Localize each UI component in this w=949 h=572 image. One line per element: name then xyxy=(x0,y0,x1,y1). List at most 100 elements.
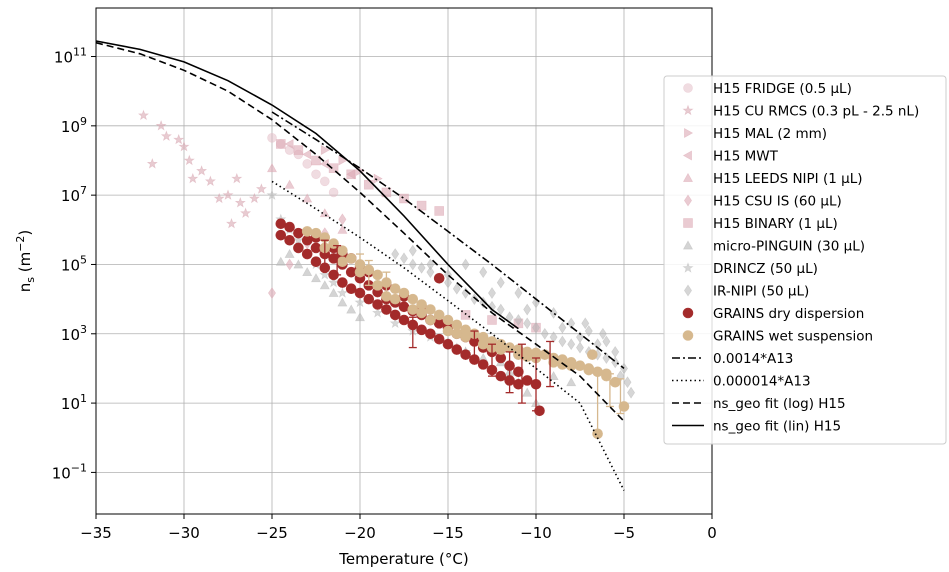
data-point xyxy=(293,242,304,254)
legend-marker xyxy=(682,330,694,341)
data-point xyxy=(391,248,400,260)
x-tick-label: −35 xyxy=(80,524,112,542)
data-point xyxy=(363,179,374,190)
legend-item: GRAINS dry dispersion xyxy=(682,306,864,322)
legend-marker xyxy=(682,307,694,319)
data-point xyxy=(444,268,452,281)
data-point xyxy=(408,244,417,257)
data-point xyxy=(407,293,419,305)
data-point xyxy=(442,325,454,337)
data-point xyxy=(284,234,295,246)
data-point xyxy=(255,183,267,194)
legend-item: H15 MAL (2 mm) xyxy=(684,126,827,142)
y-axis-label: ns (m−2) xyxy=(14,230,37,293)
y-tick-exponent: 5 xyxy=(80,253,87,266)
data-point xyxy=(275,218,287,230)
data-point xyxy=(372,280,383,291)
data-point xyxy=(363,293,375,305)
data-point xyxy=(284,138,294,149)
data-point xyxy=(433,309,445,321)
data-point xyxy=(354,312,366,322)
data-point xyxy=(521,351,533,362)
data-point xyxy=(337,277,348,288)
data-point xyxy=(319,268,331,280)
data-point xyxy=(187,172,199,184)
legend-item: ns_geo fit (lin) H15 xyxy=(672,419,841,435)
y-tick-base: 10 xyxy=(61,395,80,413)
legend-item: H15 FRIDGE (0.5 µL) xyxy=(683,81,852,97)
data-point xyxy=(425,328,436,340)
data-point xyxy=(320,145,330,156)
legend-label: H15 MWT xyxy=(713,149,779,165)
data-point xyxy=(416,200,427,211)
legend-label: 0.000014*A13 xyxy=(713,374,811,390)
data-point xyxy=(576,331,584,344)
data-point xyxy=(284,248,295,258)
data-point xyxy=(328,163,339,173)
data-point xyxy=(225,217,238,229)
data-point xyxy=(284,179,295,189)
y-axis-label-unit-sup: −2 xyxy=(14,236,27,252)
data-point xyxy=(521,375,533,386)
data-point xyxy=(496,276,505,289)
legend-item: ns_geo fit (log) H15 xyxy=(672,396,846,412)
legend-marker xyxy=(682,172,694,182)
y-axis-label-unit-close: ) xyxy=(16,230,34,236)
data-point xyxy=(146,158,158,169)
data-point xyxy=(284,221,295,233)
legend-marker xyxy=(682,262,694,273)
data-point xyxy=(328,187,339,198)
y-tick-label: 103 xyxy=(61,323,87,344)
data-point xyxy=(310,256,322,268)
series-line-0 xyxy=(271,111,625,370)
legend-item: H15 CU RMCS (0.3 pL - 2.5 nL) xyxy=(682,104,919,120)
data-point xyxy=(581,317,590,330)
data-point xyxy=(583,364,595,376)
data-point xyxy=(514,287,523,299)
data-point xyxy=(426,266,435,279)
data-point xyxy=(408,258,417,271)
series-9 xyxy=(391,244,636,399)
error-bars xyxy=(320,239,625,435)
data-point xyxy=(496,303,505,316)
legend-marker xyxy=(684,284,692,297)
data-point xyxy=(488,287,496,299)
legend-item: H15 CSU IS (60 µL) xyxy=(684,194,842,210)
data-point xyxy=(338,155,348,166)
data-point xyxy=(301,248,313,260)
y-axis-label-sub: s xyxy=(24,277,37,283)
legend-marker xyxy=(682,240,694,250)
legend-marker xyxy=(682,150,692,161)
data-point xyxy=(213,192,225,204)
data-point xyxy=(495,370,507,382)
data-point xyxy=(558,335,567,348)
data-point xyxy=(196,165,208,176)
y-tick-exponent: 7 xyxy=(80,184,87,197)
data-point xyxy=(354,296,366,308)
data-point xyxy=(584,325,593,337)
legend-marker xyxy=(683,218,693,228)
data-point xyxy=(234,197,246,208)
data-point xyxy=(576,341,584,354)
data-point xyxy=(293,145,304,155)
legend-label: 0.0014*A13 xyxy=(713,351,793,367)
plot-area xyxy=(95,40,636,491)
legend-label: H15 BINARY (1 µL) xyxy=(713,216,838,232)
legend-label: H15 CU RMCS (0.3 pL - 2.5 nL) xyxy=(713,104,919,120)
data-point xyxy=(602,352,611,364)
data-point xyxy=(479,296,488,309)
legend-box xyxy=(663,75,947,445)
legend-label: H15 MAL (2 mm) xyxy=(713,126,827,142)
legend-label: H15 CSU IS (60 µL) xyxy=(713,194,842,210)
legend-item: 0.0014*A13 xyxy=(672,351,793,367)
data-point xyxy=(532,321,540,334)
data-point xyxy=(345,253,357,264)
data-point xyxy=(275,256,286,266)
data-point xyxy=(433,272,445,284)
data-point xyxy=(452,282,461,295)
data-point xyxy=(451,328,463,340)
data-point xyxy=(549,306,558,319)
x-tick-label: −20 xyxy=(344,524,376,542)
